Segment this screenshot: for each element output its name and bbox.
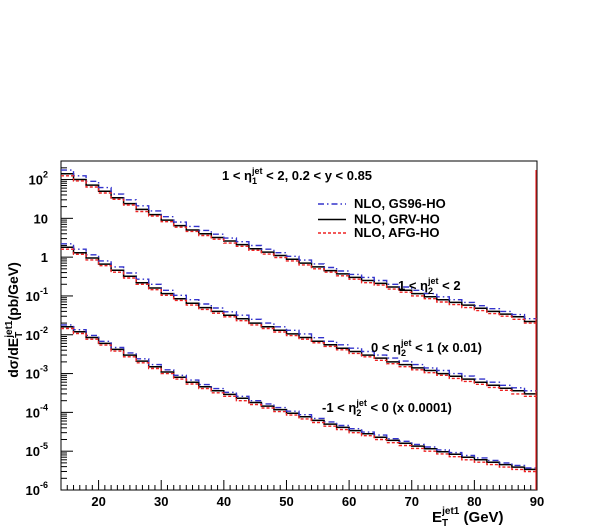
- legend-label: NLO, AFG-HO: [354, 225, 439, 240]
- y-axis: 10-6 10-5 10-4 10-3 10-2 10-1 1 10 102: [26, 160, 73, 498]
- y-tick-label: 10-3: [26, 364, 48, 382]
- y-tick-label: 102: [29, 170, 48, 188]
- y-tick-label: 10-5: [26, 441, 48, 459]
- x-tick-label: 90: [530, 494, 544, 509]
- x-tick-label: 20: [91, 494, 105, 509]
- y-tick-label: 10-4: [26, 402, 48, 420]
- series-line-8: [61, 324, 537, 469]
- x-tick-label: 70: [405, 494, 419, 509]
- y-tick-label: 10-2: [26, 325, 48, 343]
- legend-label: NLO, GRV-HO: [354, 212, 440, 227]
- series-layer: [61, 169, 537, 490]
- y-tick-label: 10-1: [26, 286, 48, 304]
- curve-annotation: -1 < η2jet < 0 (x 0.0001): [322, 398, 452, 418]
- x-tick-label: 50: [279, 494, 293, 509]
- y-tick-label: 1: [41, 250, 48, 265]
- curve-annotation: 1 < η2jet < 2: [398, 276, 461, 296]
- x-axis-label: ETjet1 (GeV): [432, 506, 504, 529]
- y-tick-label: 10: [34, 211, 48, 226]
- legend-label: NLO, GS96-HO: [354, 196, 446, 211]
- x-tick-label: 40: [217, 494, 231, 509]
- series-line-9: [61, 327, 537, 473]
- series-line-3: [61, 175, 537, 324]
- curve-annotation: 0 < η2jet < 1 (x 0.01): [371, 338, 482, 358]
- x-tick-label: 30: [154, 494, 168, 509]
- x-tick-label: 80: [467, 494, 481, 509]
- y-tick-label: 10-6: [26, 480, 48, 498]
- series-line-4: [61, 246, 537, 395]
- chart-header: 1 < η1jet < 2, 0.2 < y < 0.85: [222, 166, 372, 186]
- x-tick-label: 60: [342, 494, 356, 509]
- series-line-2: [61, 169, 537, 320]
- annotations: 1 < η2jet < 2 0 < η2jet < 1 (x 0.01) -1 < …: [322, 276, 482, 418]
- plot-frame: [60, 160, 538, 491]
- series-line-6: [61, 248, 537, 397]
- x-axis: 20 30 40 50 60 70 80 90: [66, 480, 544, 509]
- y-axis-label: dσ/dETjet1(pb/GeV): [4, 262, 25, 378]
- series-line-1: [61, 173, 537, 323]
- series-line-5: [61, 243, 537, 392]
